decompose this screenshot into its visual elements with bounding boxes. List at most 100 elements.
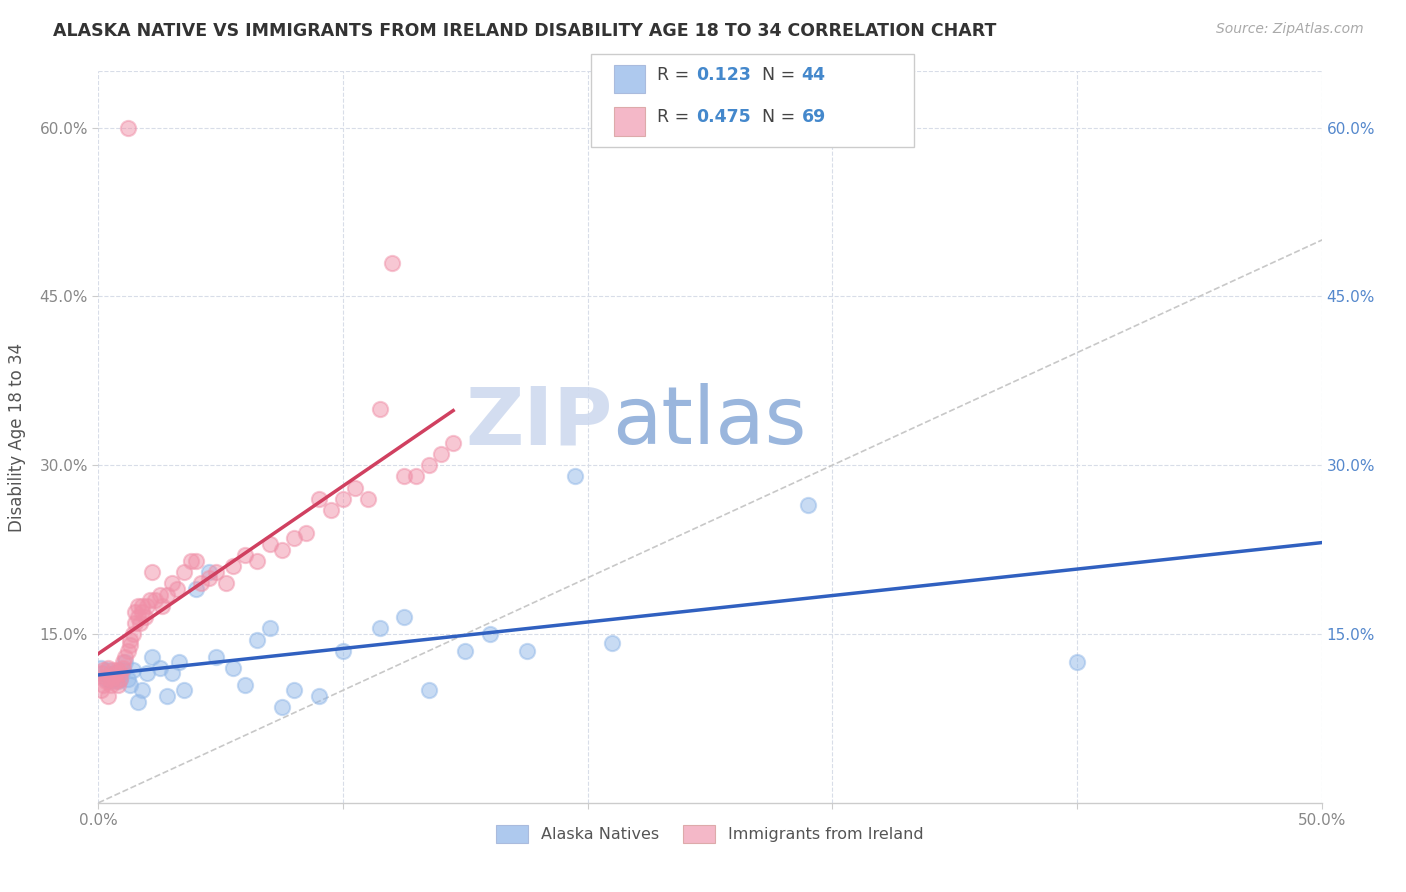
Point	[91, 666, 114, 681]
Point	[418, 458, 440, 473]
Point	[1066, 655, 1088, 669]
Point	[418, 683, 440, 698]
Text: 0.475: 0.475	[696, 108, 751, 126]
Point	[143, 593, 166, 607]
Point	[90, 683, 112, 698]
Text: R =: R =	[657, 108, 695, 126]
Point	[205, 649, 228, 664]
Point	[91, 663, 114, 677]
Point	[166, 582, 188, 596]
Point	[173, 565, 195, 579]
Point	[129, 615, 152, 630]
Text: Source: ZipAtlas.com: Source: ZipAtlas.com	[1216, 22, 1364, 37]
Point	[392, 610, 416, 624]
Point	[149, 588, 172, 602]
Point	[149, 661, 172, 675]
Point	[190, 576, 212, 591]
Point	[454, 644, 477, 658]
Point	[120, 632, 142, 647]
Point	[91, 678, 114, 692]
Point	[120, 678, 142, 692]
Point	[107, 678, 129, 692]
Point	[136, 666, 159, 681]
Point	[90, 666, 112, 681]
Point	[110, 666, 132, 681]
Point	[797, 498, 820, 512]
Point	[127, 599, 149, 613]
Point	[600, 636, 623, 650]
Point	[121, 663, 143, 677]
Point	[114, 655, 136, 669]
Legend: Alaska Natives, Immigrants from Ireland: Alaska Natives, Immigrants from Ireland	[491, 819, 929, 850]
Point	[332, 491, 354, 506]
Point	[107, 663, 129, 677]
Point	[110, 672, 132, 686]
Point	[430, 447, 453, 461]
Point	[515, 644, 537, 658]
Point	[110, 672, 132, 686]
Point	[111, 655, 134, 669]
Point	[167, 655, 190, 669]
Point	[101, 670, 124, 684]
Point	[141, 649, 163, 664]
Text: N =: N =	[762, 66, 801, 84]
Point	[101, 663, 124, 677]
Point	[356, 491, 378, 506]
Point	[111, 661, 134, 675]
Point	[150, 599, 173, 613]
Point	[121, 627, 143, 641]
Point	[100, 678, 122, 692]
Point	[441, 435, 464, 450]
Point	[100, 672, 122, 686]
Point	[368, 401, 391, 416]
Point	[564, 469, 586, 483]
Point	[222, 559, 245, 574]
Point	[478, 627, 501, 641]
Point	[270, 700, 294, 714]
Point	[295, 525, 318, 540]
Point	[117, 672, 139, 686]
Text: N =: N =	[762, 108, 801, 126]
Point	[94, 670, 117, 684]
Point	[117, 644, 139, 658]
Point	[160, 666, 183, 681]
Point	[94, 672, 117, 686]
Point	[131, 599, 153, 613]
Point	[197, 571, 219, 585]
Point	[381, 255, 404, 269]
Point	[186, 554, 208, 568]
Text: atlas: atlas	[612, 384, 807, 461]
Text: 69: 69	[801, 108, 825, 126]
Text: ALASKA NATIVE VS IMMIGRANTS FROM IRELAND DISABILITY AGE 18 TO 34 CORRELATION CHA: ALASKA NATIVE VS IMMIGRANTS FROM IRELAND…	[53, 22, 997, 40]
Point	[134, 610, 156, 624]
Point	[205, 565, 228, 579]
Point	[114, 649, 136, 664]
Point	[107, 674, 129, 689]
Point	[308, 491, 330, 506]
Point	[283, 532, 305, 546]
Point	[332, 644, 354, 658]
Point	[368, 621, 391, 635]
Point	[222, 661, 245, 675]
Point	[214, 576, 236, 591]
Point	[344, 481, 367, 495]
Point	[131, 683, 153, 698]
Point	[127, 610, 149, 624]
Point	[124, 615, 146, 630]
Point	[156, 689, 179, 703]
Point	[160, 576, 183, 591]
Point	[90, 661, 112, 675]
Text: R =: R =	[657, 66, 695, 84]
Point	[270, 542, 294, 557]
Point	[139, 593, 162, 607]
Point	[131, 605, 153, 619]
Y-axis label: Disability Age 18 to 34: Disability Age 18 to 34	[7, 343, 25, 532]
Point	[97, 661, 120, 675]
Text: ZIP: ZIP	[465, 384, 612, 461]
Point	[246, 632, 269, 647]
Point	[259, 537, 281, 551]
Point	[117, 120, 139, 135]
Text: 44: 44	[801, 66, 825, 84]
Point	[104, 666, 127, 681]
Point	[97, 663, 120, 677]
